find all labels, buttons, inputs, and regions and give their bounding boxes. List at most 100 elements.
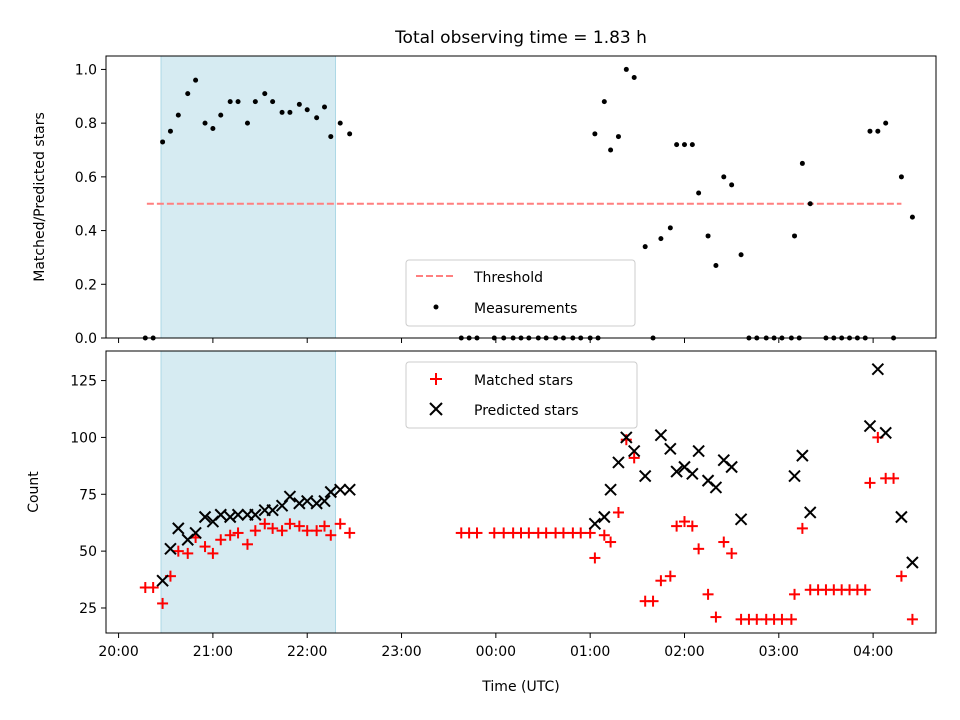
matched-star-point xyxy=(628,452,640,464)
predicted-star-point xyxy=(709,481,723,494)
measurement-point xyxy=(235,99,241,105)
predicted-star-point xyxy=(324,485,337,499)
predicted-star-point xyxy=(214,508,227,521)
matched-star-point xyxy=(726,547,738,559)
matched-star-point xyxy=(157,597,169,609)
predicted-star-point xyxy=(788,469,801,483)
measurement-point xyxy=(729,182,735,188)
top-legend: Threshold Measurements xyxy=(405,259,636,327)
measurement-point xyxy=(202,120,208,126)
measurement-point xyxy=(322,104,328,110)
measurement-point xyxy=(304,107,310,113)
measurement-point xyxy=(689,142,695,148)
matched-star-point xyxy=(249,525,261,537)
measurement-point xyxy=(898,174,904,180)
measurement-point xyxy=(696,190,702,196)
measurement-point xyxy=(875,128,881,134)
matched-star-point xyxy=(686,520,698,532)
measurement-point xyxy=(799,160,805,166)
bottom-legend-label-predicted: Predicted stars xyxy=(474,403,579,419)
matched-star-point xyxy=(215,534,227,546)
measurement-point xyxy=(681,142,687,148)
measurement-point xyxy=(667,225,673,231)
predicted-star-point xyxy=(301,494,314,508)
measurement-point xyxy=(867,128,873,134)
predicted-star-point xyxy=(796,449,809,462)
predicted-star-point xyxy=(223,510,237,524)
measurement-point xyxy=(167,128,173,134)
matched-star-point xyxy=(311,525,323,537)
measurement-point xyxy=(227,99,233,105)
measurement-point xyxy=(252,99,258,105)
top-plot-marks xyxy=(142,66,915,341)
measurement-point xyxy=(314,115,320,121)
measurement-point xyxy=(792,233,798,239)
matched-star-point xyxy=(232,527,244,539)
matched-star-point xyxy=(864,477,876,489)
predicted-star-point xyxy=(156,574,169,587)
matched-star-point xyxy=(718,536,730,548)
top-y-tick-label: 1.0 xyxy=(75,62,97,78)
top-shaded-span xyxy=(160,55,337,339)
measurement-point xyxy=(909,214,915,220)
predicted-star-point xyxy=(654,428,668,442)
predicted-star-point xyxy=(906,556,919,569)
matched-star-point xyxy=(182,547,194,559)
predicted-star-point xyxy=(804,506,817,519)
predicted-star-point xyxy=(293,497,306,510)
predicted-star-point xyxy=(620,431,633,444)
measurement-point xyxy=(262,91,268,97)
predicted-star-point xyxy=(692,444,705,458)
bottom-x-tick-label: 01:00 xyxy=(570,644,610,660)
x-axis-label: Time (UTC) xyxy=(481,679,559,695)
measurement-point xyxy=(601,99,607,105)
matched-star-point xyxy=(605,536,617,548)
predicted-star-point xyxy=(895,510,908,524)
predicted-star-point xyxy=(172,522,185,535)
matched-star-point xyxy=(276,525,288,537)
measurement-point xyxy=(296,101,302,107)
matched-star-point xyxy=(147,582,159,594)
predicted-star-point xyxy=(863,419,877,433)
matched-star-point xyxy=(888,472,900,484)
top-legend-label-measurements: Measurements xyxy=(474,301,577,317)
measurement-point xyxy=(608,147,614,153)
measurement-point xyxy=(642,244,648,250)
predicted-star-point xyxy=(283,490,297,503)
measurement-point xyxy=(721,174,727,180)
predicted-star-point xyxy=(266,503,279,517)
matched-star-point xyxy=(664,570,676,582)
predicted-star-point xyxy=(734,513,748,526)
bottom-legend-box xyxy=(405,361,638,429)
matched-star-point xyxy=(895,570,907,582)
measurement-point xyxy=(883,120,889,126)
bottom-shaded-span xyxy=(160,350,337,634)
bottom-y-axis-label: Count xyxy=(26,471,42,513)
measurement-point xyxy=(160,139,166,145)
matched-star-point xyxy=(319,520,331,532)
top-y-tick-label: 0.2 xyxy=(75,277,97,293)
predicted-star-point xyxy=(871,362,885,376)
top-legend-label-threshold: Threshold xyxy=(473,270,543,286)
predicted-star-point xyxy=(725,460,738,474)
bottom-x-tick-label: 03:00 xyxy=(759,644,799,660)
measurement-point xyxy=(623,66,629,72)
bottom-legend: Matched stars Predicted stars xyxy=(405,361,638,429)
bottom-plot-frame xyxy=(105,350,937,634)
measurement-point xyxy=(270,99,276,105)
matched-star-point xyxy=(344,527,356,539)
predicted-star-point xyxy=(604,483,617,496)
bottom-x-tick-label: 21:00 xyxy=(193,644,233,660)
bottom-y-tick-label: 75 xyxy=(79,487,97,503)
predicted-star-point xyxy=(189,526,202,540)
matched-legend-swatch xyxy=(430,373,442,385)
bottom-x-tick-label: 22:00 xyxy=(287,644,327,660)
bottom-x-tick-label: 00:00 xyxy=(476,644,516,660)
matched-star-point xyxy=(488,527,500,539)
matched-star-point xyxy=(859,584,871,596)
matched-star-point xyxy=(671,520,683,532)
predicted-star-point xyxy=(670,465,683,478)
top-y-tick-label: 0.4 xyxy=(75,224,97,240)
matched-star-point xyxy=(906,613,918,625)
measurement-point xyxy=(807,201,813,207)
